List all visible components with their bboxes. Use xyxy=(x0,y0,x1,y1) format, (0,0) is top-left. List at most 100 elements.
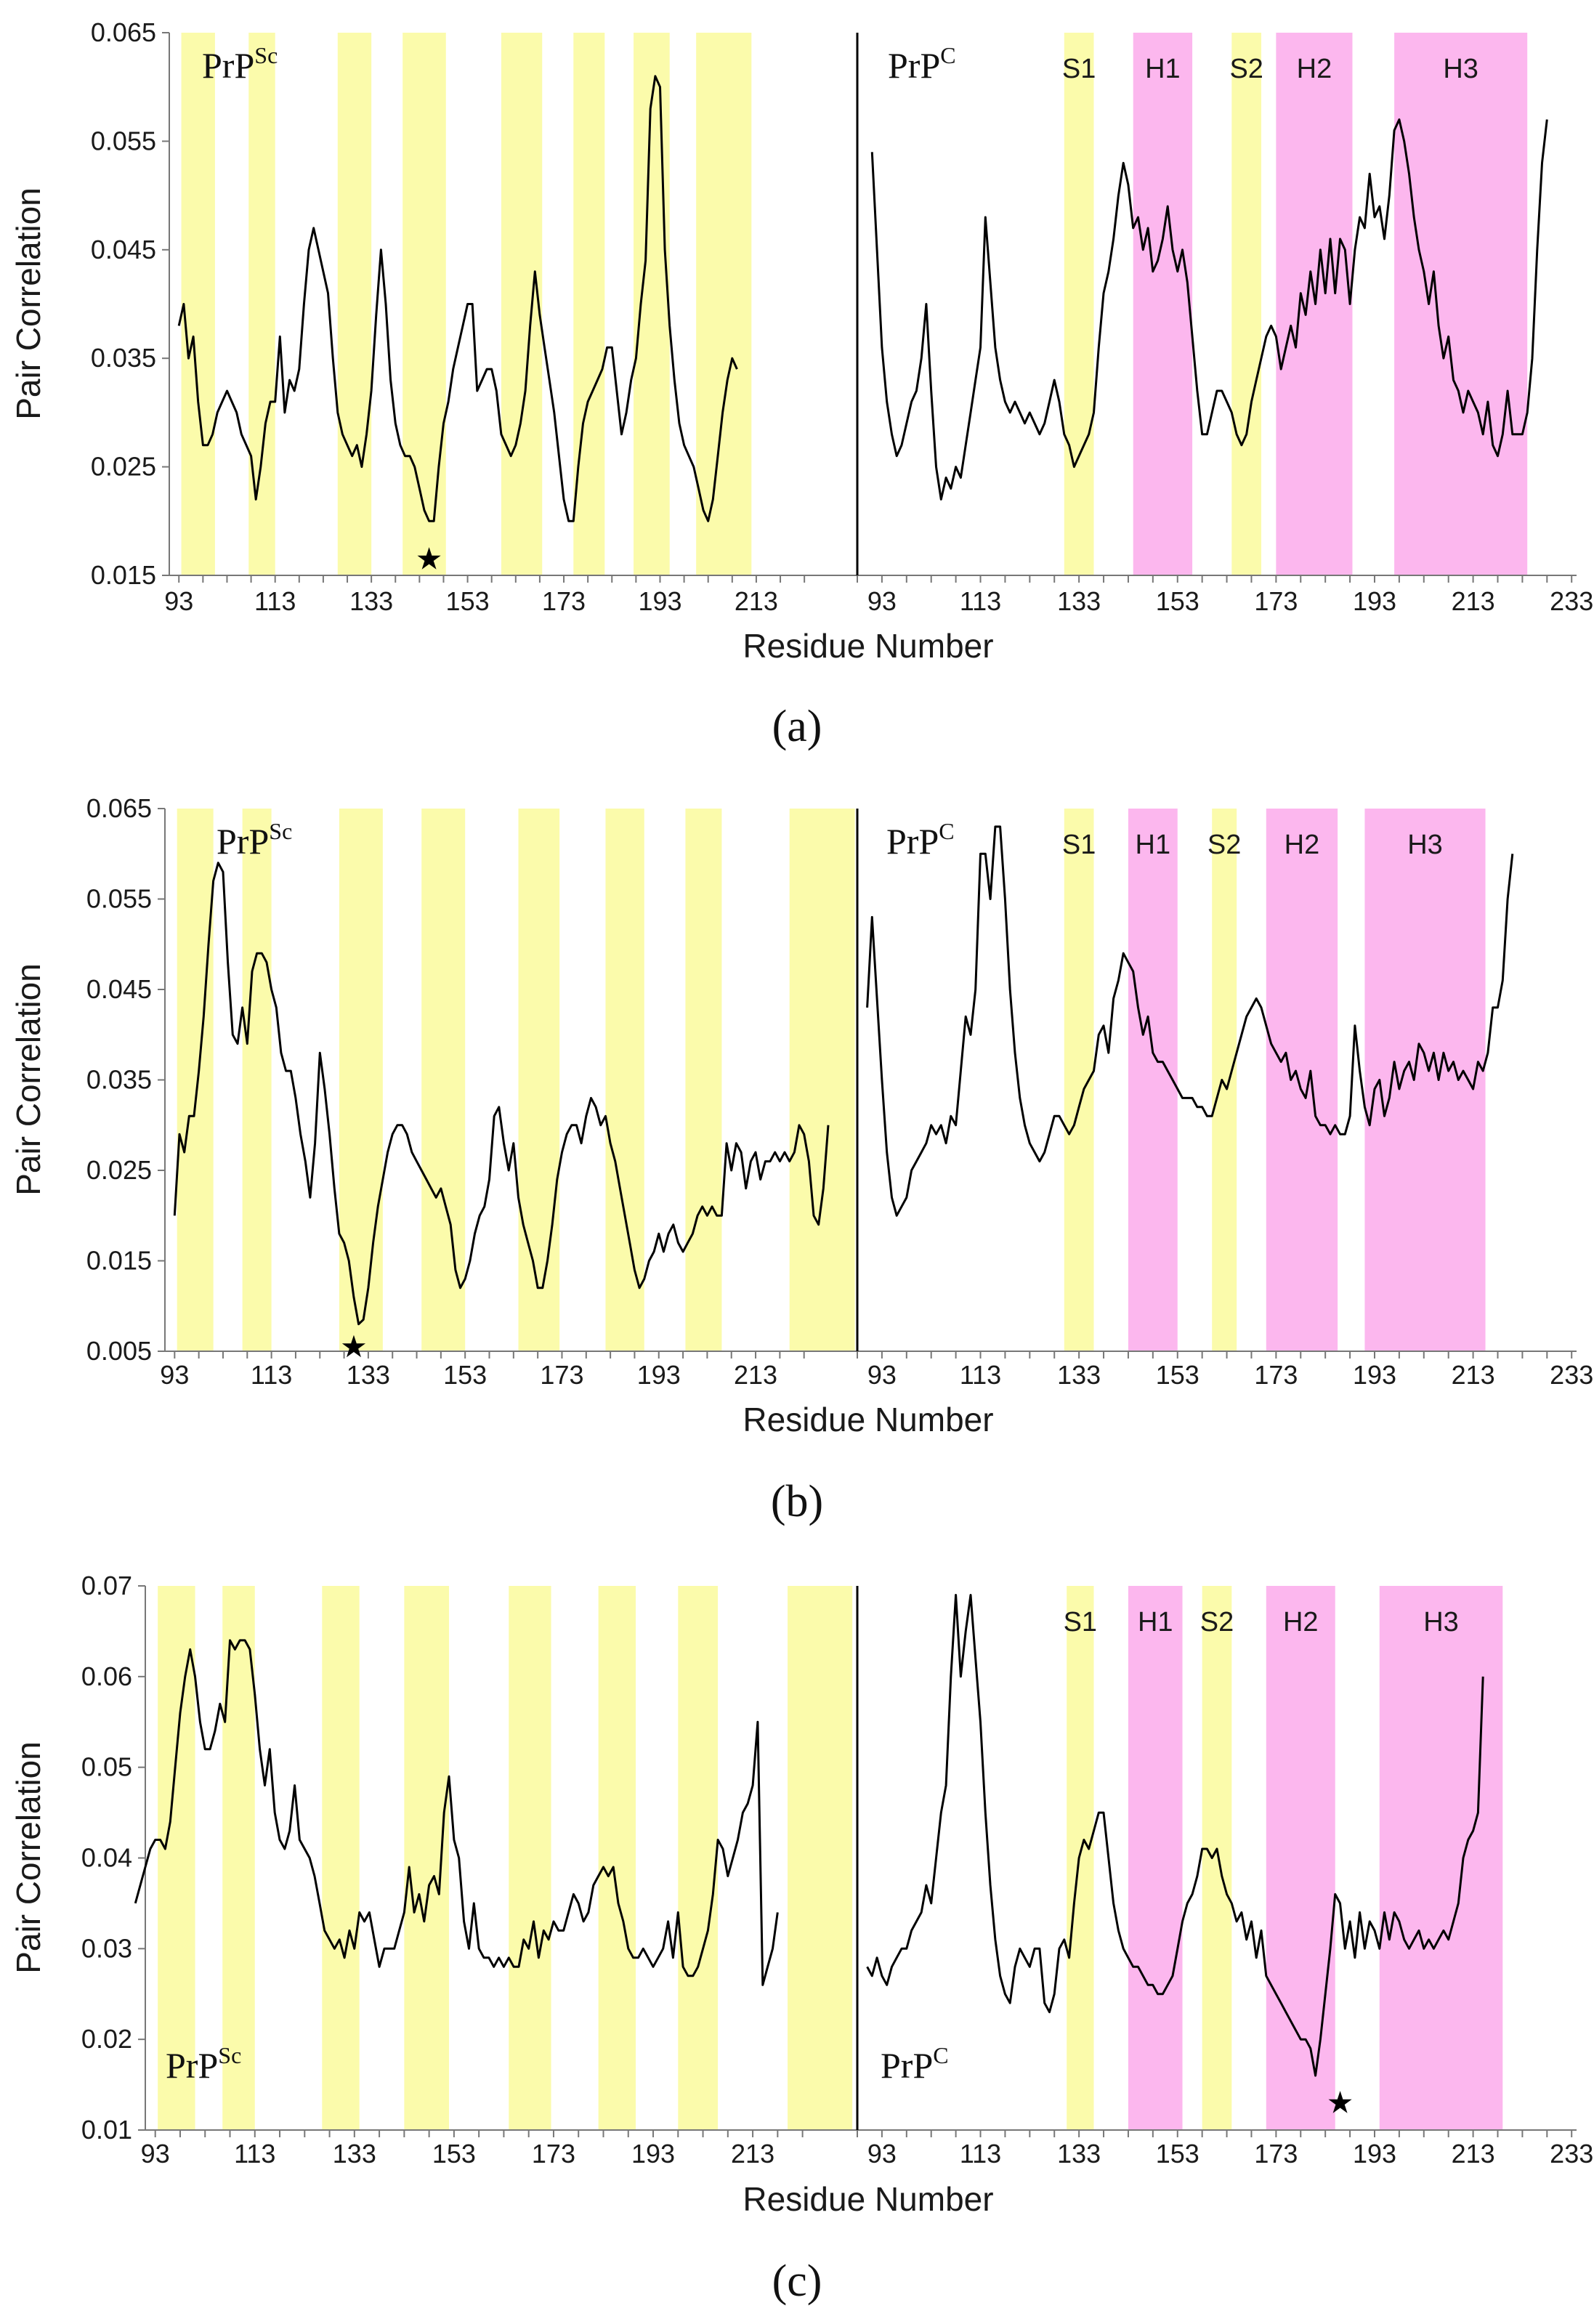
x-tick-label: 213 xyxy=(731,2139,774,2169)
band-h1 xyxy=(1133,33,1193,575)
x-axis-title: Residue Number xyxy=(743,2180,993,2218)
band-h2 xyxy=(1266,809,1338,1351)
title-prpc: PrPC xyxy=(886,818,955,862)
x-tick-label: 173 xyxy=(1254,586,1298,616)
x-tick-label: 173 xyxy=(1254,1360,1298,1390)
prpsc-band-6 xyxy=(605,809,644,1351)
band-h3 xyxy=(1379,1586,1503,2130)
x-tick-label: 113 xyxy=(234,2139,275,2169)
band-s1 xyxy=(1064,33,1094,575)
y-tick-label: 0.06 xyxy=(81,1661,132,1691)
band-label-h2: H2 xyxy=(1283,1607,1319,1637)
x-tick-label: 113 xyxy=(960,586,1001,616)
prpsc-band-6 xyxy=(573,33,605,575)
prpsc-band-4 xyxy=(421,809,466,1351)
x-tick-label: 193 xyxy=(638,586,681,616)
y-tick-label: 0.045 xyxy=(91,235,156,264)
y-tick-label: 0.015 xyxy=(86,1246,152,1276)
star-marker: ★ xyxy=(1327,2085,1354,2121)
band-label-h1: H1 xyxy=(1136,830,1171,860)
band-h2 xyxy=(1266,1586,1335,2130)
x-tick-label: 193 xyxy=(1353,2139,1396,2169)
y-tick-label: 0.045 xyxy=(86,974,152,1004)
band-h3 xyxy=(1364,809,1486,1351)
band-h1 xyxy=(1128,809,1178,1351)
prpsc-band-3 xyxy=(339,809,383,1351)
x-tick-label: 193 xyxy=(631,2139,675,2169)
x-tick-label: 233 xyxy=(1550,1360,1593,1390)
x-tick-label: 93 xyxy=(867,586,897,616)
band-label-s2: S2 xyxy=(1229,54,1263,84)
band-label-s1: S1 xyxy=(1064,1607,1097,1637)
band-s2 xyxy=(1212,809,1237,1351)
x-tick-label: 173 xyxy=(542,586,586,616)
prpsc-band-6 xyxy=(598,1586,636,2130)
band-h1 xyxy=(1128,1586,1183,2130)
x-axis-title: Residue Number xyxy=(743,1401,993,1438)
prpsc-band-8 xyxy=(696,33,752,575)
series-prpc xyxy=(866,825,1514,1217)
x-tick-label: 93 xyxy=(164,586,193,616)
prpsc-band-3 xyxy=(337,33,372,575)
y-tick-label: 0.055 xyxy=(86,884,152,914)
x-tick-label: 233 xyxy=(1550,2139,1593,2169)
y-tick-label: 0.04 xyxy=(81,1843,132,1873)
x-tick-label: 153 xyxy=(446,586,490,616)
y-tick-label: 0.025 xyxy=(86,1155,152,1185)
prpsc-band-8 xyxy=(789,809,855,1351)
x-tick-label: 173 xyxy=(540,1360,583,1390)
x-tick-label: 153 xyxy=(432,2139,476,2169)
y-tick-label: 0.005 xyxy=(86,1336,152,1366)
y-tick-label: 0.05 xyxy=(81,1752,132,1782)
y-tick-label: 0.07 xyxy=(81,1571,132,1600)
panel-label: (c) xyxy=(772,2256,822,2306)
prpsc-band-8 xyxy=(788,1586,853,2130)
x-tick-label: 213 xyxy=(1452,1360,1495,1390)
panel-b: S1 H1 S2 H2 H3 0.005 0.015 0.025 0.035 0.045 0.055… xyxy=(9,793,1593,1526)
x-tick-label: 173 xyxy=(1254,2139,1298,2169)
x-tick-label: 93 xyxy=(867,2139,897,2169)
title-prpsc: PrPSc xyxy=(217,818,292,862)
y-tick-label: 0.065 xyxy=(86,793,152,823)
x-tick-label: 93 xyxy=(867,1360,897,1390)
prpsc-band-2 xyxy=(248,33,275,575)
band-s2 xyxy=(1231,33,1262,575)
x-tick-label: 213 xyxy=(734,1360,777,1390)
y-tick-label: 0.055 xyxy=(91,126,156,155)
band-s1 xyxy=(1067,1586,1094,2130)
y-tick-label: 0.01 xyxy=(81,2115,132,2145)
x-tick-label: 133 xyxy=(1057,586,1101,616)
y-tick-label: 0.035 xyxy=(86,1065,152,1095)
prpsc-band-5 xyxy=(501,33,543,575)
star-marker: ★ xyxy=(416,541,443,577)
y-tick-label: 0.065 xyxy=(91,17,156,47)
y-tick-label: 0.025 xyxy=(91,452,156,482)
panel-c: S1 H1 S2 H2 H3 0.01 0.02 0.03 0.04 0.05 0.06 0.07 93… xyxy=(9,1571,1593,2306)
y-axis-title: Pair Correlation xyxy=(9,963,47,1196)
y-axis-title: Pair Correlation xyxy=(9,187,47,420)
band-label-h3: H3 xyxy=(1443,54,1478,84)
prpsc-band-7 xyxy=(685,809,722,1351)
x-tick-label: 133 xyxy=(1057,2139,1101,2169)
x-tick-label: 133 xyxy=(347,1360,390,1390)
panel-label: (b) xyxy=(771,1477,823,1526)
band-label-s1: S1 xyxy=(1062,830,1096,860)
x-tick-label: 133 xyxy=(1057,1360,1101,1390)
x-tick-label: 233 xyxy=(1550,586,1593,616)
x-tick-label: 153 xyxy=(1156,2139,1199,2169)
series-prpsc xyxy=(134,1639,779,1986)
series-prpsc xyxy=(173,862,830,1326)
prpsc-band-5 xyxy=(509,1586,551,2130)
prpsc-band-5 xyxy=(518,809,560,1351)
y-tick-label: 0.02 xyxy=(81,2024,132,2054)
series-prpc xyxy=(870,118,1548,501)
band-label-s2: S2 xyxy=(1200,1607,1234,1637)
y-tick-label: 0.03 xyxy=(81,1933,132,1963)
x-axis-title: Residue Number xyxy=(743,627,993,665)
band-label-s1: S1 xyxy=(1062,54,1096,84)
prpsc-band-4 xyxy=(402,33,446,575)
prpsc-band-1 xyxy=(158,1586,195,2130)
x-tick-label: 133 xyxy=(333,2139,376,2169)
prpsc-band-1 xyxy=(177,809,214,1351)
